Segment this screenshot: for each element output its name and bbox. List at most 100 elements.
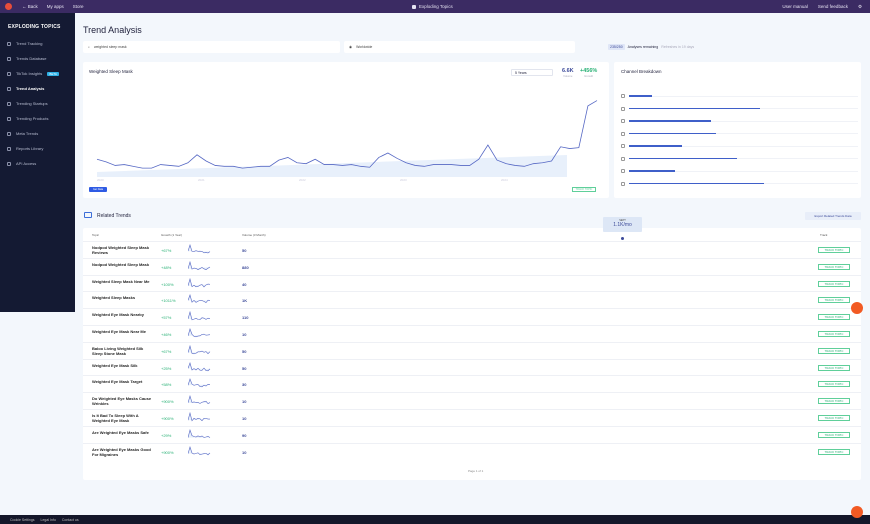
app-logo-icon[interactable] <box>5 3 12 10</box>
search-icon: ⌕ <box>88 45 90 49</box>
legal-info-link[interactable]: Legal Info <box>41 518 56 522</box>
sparkline <box>188 377 212 389</box>
table-row[interactable]: Is It Bad To Sleep With A Weighted Eye M… <box>83 409 861 426</box>
topic-name[interactable]: Nodpod Weighted Sleep Mask Reviews <box>92 245 152 255</box>
app-icon <box>412 5 416 9</box>
track-topic-button[interactable]: TRACK TOPIC <box>818 247 850 253</box>
table-row[interactable]: Weighted Eye Mask Near Me +46% 10 TRACK … <box>83 325 861 342</box>
sidebar-item[interactable]: Trends Database <box>0 51 75 66</box>
sidebar-item[interactable]: TikTok Insights BETA <box>0 66 75 81</box>
topic-name[interactable]: Are Weighted Eye Masks Good For Migraine… <box>92 447 152 457</box>
sidebar-item[interactable]: API Access <box>0 156 75 171</box>
topic-name[interactable]: Weighted Sleep Masks <box>92 295 152 300</box>
growth-value: +67% <box>161 248 171 253</box>
chat-bubble[interactable] <box>851 302 863 314</box>
topic-name[interactable]: Weighted Eye Mask Near Me <box>92 329 152 334</box>
track-topic-button[interactable]: TRACK TOPIC <box>818 432 850 438</box>
contact-link[interactable]: Contact us <box>62 518 79 522</box>
sidebar-item[interactable]: Reports Library <box>0 141 75 156</box>
volume-value: 10 <box>242 416 246 421</box>
nav-icon <box>7 147 11 151</box>
topic-name[interactable]: Weighted Sleep Mask Near Me <box>92 279 152 284</box>
sparkline <box>188 293 212 305</box>
volume-value: 50 <box>242 366 246 371</box>
col-growth[interactable]: Growth (1 Year) <box>161 233 182 237</box>
get-data-button[interactable]: Get Data <box>89 187 107 192</box>
growth-value: +46% <box>161 332 171 337</box>
analyses-remaining: 235/250 Analyses remaining Refreshes in 19… <box>608 44 694 50</box>
table-row[interactable]: Do Weighted Eye Masks Cause Wrinkles +90… <box>83 392 861 409</box>
track-topic-button[interactable]: TRACK TOPIC <box>818 365 850 371</box>
store-link[interactable]: Store <box>73 4 84 9</box>
sidebar-item[interactable]: Trending Products <box>0 111 75 126</box>
nav-icon <box>7 132 11 136</box>
channel-row <box>621 157 858 161</box>
table-row[interactable]: Are Weighted Eye Masks Good For Migraine… <box>83 443 861 460</box>
user-manual-link[interactable]: User manual <box>782 4 808 10</box>
settings-icon[interactable]: ⚙ <box>858 4 862 10</box>
sidebar-item[interactable]: Trend Tracking <box>0 36 75 51</box>
table-row[interactable]: Weighted Sleep Mask Near Me +100% 40 TRA… <box>83 275 861 292</box>
table-row[interactable]: Nodpod Weighted Sleep Mask +48% 880 TRAC… <box>83 258 861 275</box>
topic-name[interactable]: Do Weighted Eye Masks Cause Wrinkles <box>92 396 152 406</box>
growth-value: +48% <box>161 265 171 270</box>
sparkline <box>188 243 212 255</box>
export-related-button[interactable]: Export Related Trends Data <box>805 212 861 220</box>
topic-name[interactable]: Are Weighted Eye Masks Safe <box>92 430 152 435</box>
cookie-settings-link[interactable]: Cookie Settings <box>10 518 35 522</box>
topic-name[interactable]: Weighted Eye Mask Nearby <box>92 312 152 317</box>
col-volume[interactable]: Volume (3 Month) <box>242 233 266 237</box>
track-topic-button[interactable]: TRACK TOPIC <box>818 264 850 270</box>
table-row[interactable]: Nodpod Weighted Sleep Mask Reviews +67% … <box>83 241 861 258</box>
location-select[interactable]: ◉ Worldwide <box>344 41 575 53</box>
track-topic-button[interactable]: TRACK TOPIC <box>818 449 850 455</box>
col-topic[interactable]: Topic <box>92 233 99 237</box>
table-row[interactable]: Weighted Eye Mask Nearby +57% 110 TRACK … <box>83 308 861 325</box>
my-apps-link[interactable]: My apps <box>47 4 64 9</box>
time-range-select[interactable]: 5 Years <box>511 69 553 76</box>
volume-value: 10 <box>242 450 246 455</box>
table-row[interactable]: Weighted Eye Mask Target +58% 30 TRACK T… <box>83 375 861 392</box>
table-row[interactable]: Baloo Living Weighted Silk Sleep Stone M… <box>83 342 861 359</box>
track-topic-button[interactable]: TRACK TOPIC <box>818 281 850 287</box>
topic-name[interactable]: Weighted Eye Mask Target <box>92 379 152 384</box>
svg-text:2022: 2022 <box>299 178 306 182</box>
topic-name[interactable]: Baloo Living Weighted Silk Sleep Stone M… <box>92 346 152 356</box>
track-topic-button[interactable]: TRACK TOPIC <box>818 381 850 387</box>
channel-row <box>621 169 858 173</box>
track-topic-button[interactable]: TRACK TOPIC <box>818 297 850 303</box>
table-row[interactable]: Weighted Eye Mask Silk +25% 50 TRACK TOP… <box>83 359 861 376</box>
svg-text:2020: 2020 <box>97 178 104 182</box>
volume-value: 90 <box>242 433 246 438</box>
svg-text:2023: 2023 <box>400 178 407 182</box>
brand-logo[interactable]: EXPLODING TOPICS <box>8 24 75 30</box>
svg-text:2021: 2021 <box>198 178 205 182</box>
search-input[interactable]: ⌕ weighted sleep mask <box>83 41 340 53</box>
volume-value: 30 <box>242 382 246 387</box>
topic-name[interactable]: Weighted Eye Mask Silk <box>92 363 152 368</box>
nav-icon <box>7 87 11 91</box>
growth-stat: +456% Growth <box>580 68 597 78</box>
track-topic-button[interactable]: TRACK TOPIC <box>818 415 850 421</box>
track-topic-button[interactable]: TRACK TOPIC <box>818 314 850 320</box>
growth-value: +58% <box>161 382 171 387</box>
trend-line-chart[interactable]: 2020 2021 2022 2023 2024 <box>83 82 609 182</box>
topic-name[interactable]: Is It Bad To Sleep With A Weighted Eye M… <box>92 413 152 423</box>
chat-launcher[interactable] <box>851 506 863 518</box>
table-row[interactable]: Weighted Sleep Masks +1011% 1K TRACK TOP… <box>83 291 861 308</box>
sidebar-item[interactable]: Trend Analysis <box>0 81 75 96</box>
page-title: Trend Analysis <box>83 25 142 35</box>
youtube-icon <box>621 119 625 123</box>
track-topic-button[interactable]: TRACK TOPIC <box>818 331 850 337</box>
send-feedback-link[interactable]: Send feedback <box>818 4 848 10</box>
track-topic-button[interactable]: TRACK TOPIC <box>572 187 596 192</box>
beta-badge: BETA <box>47 72 59 76</box>
sidebar-item[interactable]: Meta Trends <box>0 126 75 141</box>
back-link[interactable]: ← Back <box>22 4 38 9</box>
table-row[interactable]: Are Weighted Eye Masks Safe +29% 90 TRAC… <box>83 426 861 443</box>
sidebar-item[interactable]: Trending Startups <box>0 96 75 111</box>
track-topic-button[interactable]: TRACK TOPIC <box>818 348 850 354</box>
track-topic-button[interactable]: TRACK TOPIC <box>818 398 850 404</box>
nav-icon <box>7 162 11 166</box>
topic-name[interactable]: Nodpod Weighted Sleep Mask <box>92 262 152 267</box>
